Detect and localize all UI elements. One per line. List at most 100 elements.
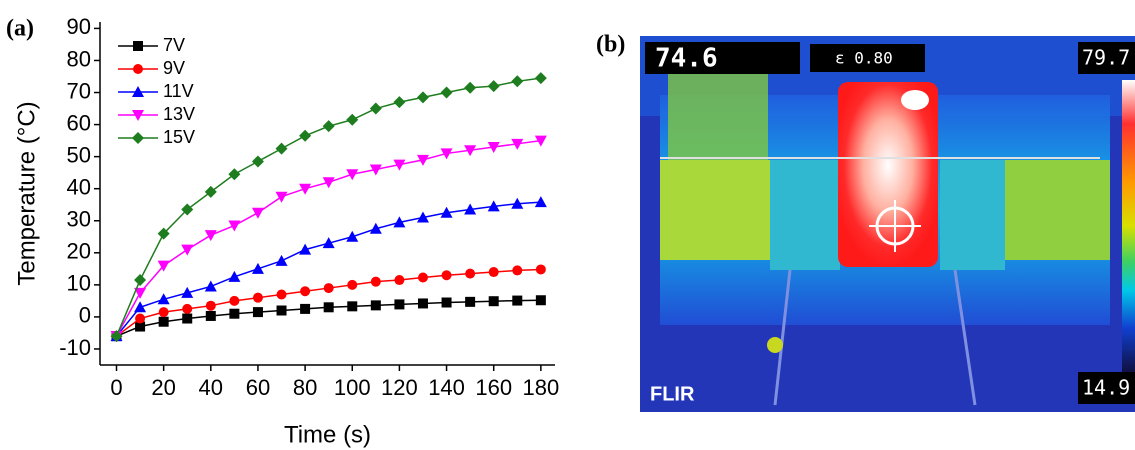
marker <box>487 142 500 154</box>
marker <box>157 227 170 240</box>
marker <box>204 280 217 292</box>
marker <box>346 169 359 181</box>
marker <box>204 185 217 198</box>
marker <box>441 297 452 308</box>
x-tick-label: 160 <box>475 375 512 400</box>
x-tick-label: 120 <box>381 375 418 400</box>
marker <box>251 155 264 168</box>
marker <box>322 120 335 133</box>
marker <box>300 303 311 314</box>
marker <box>416 154 429 166</box>
image-region <box>770 160 840 270</box>
marker <box>440 148 453 160</box>
marker <box>182 313 193 324</box>
marker <box>276 305 287 316</box>
marker <box>276 289 287 300</box>
y-tick-label: 0 <box>79 303 91 328</box>
marker <box>132 132 144 144</box>
marker <box>299 129 312 142</box>
marker <box>394 275 405 286</box>
marker <box>251 207 264 219</box>
marker <box>323 302 334 313</box>
marker <box>393 96 406 109</box>
x-axis-label: Time (s) <box>284 421 371 448</box>
marker <box>228 168 241 181</box>
image-region <box>940 160 1005 270</box>
hot-spot <box>838 82 938 267</box>
marker <box>322 177 335 189</box>
marker <box>464 81 477 94</box>
marker <box>275 142 288 155</box>
marker <box>440 86 453 99</box>
marker <box>229 308 240 319</box>
marker <box>181 203 194 216</box>
marker <box>417 272 428 283</box>
marker <box>512 295 523 306</box>
marker <box>157 293 170 305</box>
marker <box>110 330 123 343</box>
legend-label: 15V <box>163 127 195 147</box>
marker <box>132 86 144 97</box>
scale-max: 79.7 <box>1082 46 1130 70</box>
image-region <box>1005 160 1110 260</box>
x-tick-label: 40 <box>199 375 223 400</box>
marker <box>487 80 500 93</box>
marker <box>135 313 146 324</box>
marker <box>204 230 217 242</box>
marker <box>370 300 381 311</box>
y-tick-label: 80 <box>67 46 91 71</box>
marker <box>133 64 143 74</box>
marker <box>299 183 312 195</box>
marker <box>488 296 499 307</box>
y-axis-label: Temperature (°C) <box>13 101 40 285</box>
marker <box>347 301 358 312</box>
marker <box>369 222 382 234</box>
marker <box>346 230 359 242</box>
image-region <box>660 160 770 260</box>
marker <box>251 262 264 274</box>
marker <box>511 75 524 88</box>
y-tick-label: 90 <box>67 14 91 39</box>
hot-spot <box>767 337 783 353</box>
marker <box>393 159 406 171</box>
readout-box <box>1078 42 1135 74</box>
marker <box>299 243 312 255</box>
marker <box>228 270 241 282</box>
marker <box>134 287 147 299</box>
y-tick-label: 20 <box>67 239 91 264</box>
marker <box>511 138 524 150</box>
marker <box>535 264 546 275</box>
marker <box>464 145 477 157</box>
readout-box <box>810 44 925 72</box>
marker <box>157 260 170 272</box>
marker <box>135 321 146 332</box>
marker <box>229 295 240 306</box>
marker <box>323 283 334 294</box>
marker <box>205 310 216 321</box>
marker <box>252 292 263 303</box>
edge <box>953 269 977 406</box>
panel-label: (a) <box>6 16 34 42</box>
scale-min: 14.9 <box>1082 376 1130 400</box>
y-tick-label: 70 <box>67 78 91 103</box>
marker <box>535 295 546 306</box>
marker <box>370 276 381 287</box>
marker <box>417 298 428 309</box>
x-tick-label: 140 <box>428 375 465 400</box>
readout-box <box>645 42 800 74</box>
marker <box>205 300 216 311</box>
legend-label: 7V <box>163 35 185 55</box>
marker <box>416 211 429 223</box>
marker <box>464 203 477 215</box>
marker <box>252 307 263 318</box>
marker <box>132 110 144 121</box>
emissivity: ε 0.80 <box>835 49 893 68</box>
marker <box>134 274 147 287</box>
marker <box>488 267 499 278</box>
y-tick-label: 60 <box>67 110 91 135</box>
x-tick-label: 20 <box>151 375 175 400</box>
y-tick-label: 10 <box>67 271 91 296</box>
marker <box>228 220 241 232</box>
legend-label: 11V <box>163 81 194 101</box>
marker <box>534 196 547 208</box>
